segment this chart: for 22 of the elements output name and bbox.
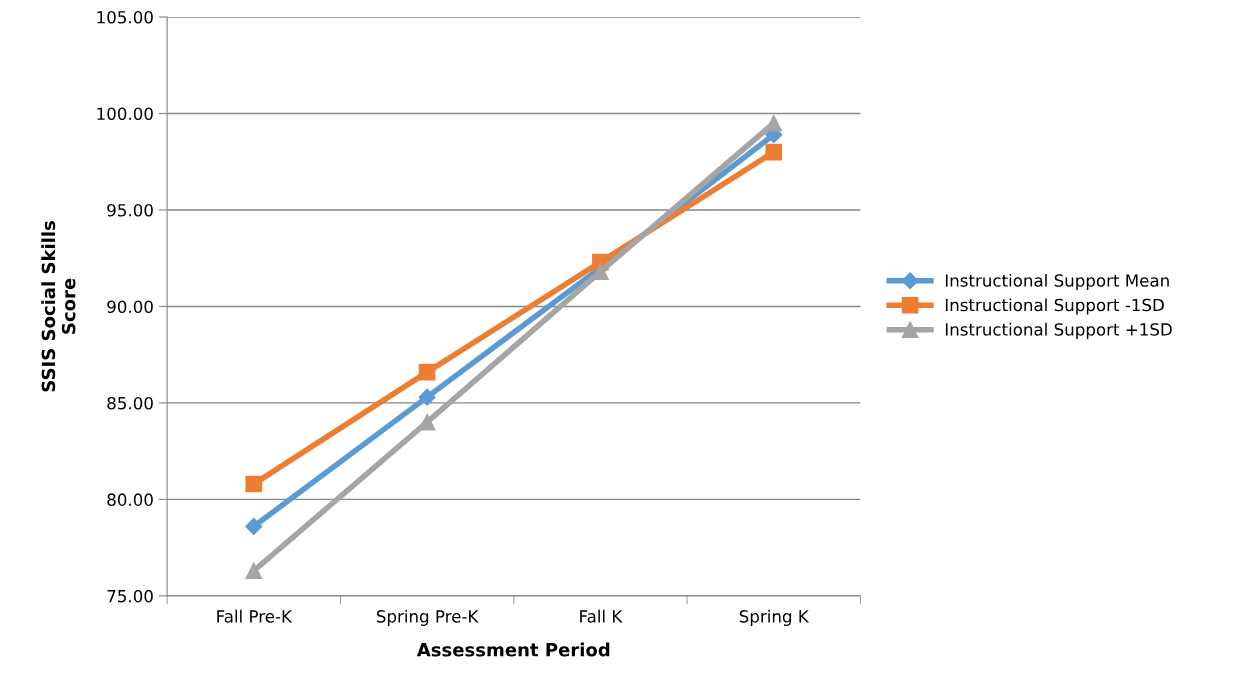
- y-tick-label: 80.00: [107, 493, 153, 506]
- point: [245, 562, 263, 580]
- point: [418, 363, 436, 381]
- legend-label: Instructional Support -1SD: [945, 298, 1164, 315]
- point: [418, 388, 436, 406]
- x-tick-label: Spring Pre-K: [376, 609, 479, 626]
- x-tick-label: Fall Pre-K: [217, 609, 293, 623]
- y-tick-label: 105.00: [97, 10, 153, 24]
- y-tick-label: 100.00: [97, 107, 153, 121]
- x-axis-title: Assessment Period: [416, 642, 610, 657]
- legend-label: Instructional Support +1SD: [945, 322, 1172, 339]
- point: [245, 475, 263, 493]
- y-tick-label: 90.00: [107, 300, 153, 314]
- x-tick-label: Fall K: [580, 609, 623, 623]
- x-tick-label: Spring K: [739, 609, 810, 626]
- y-tick-label: 85.00: [107, 396, 153, 410]
- y-tick-label: 95.00: [107, 203, 153, 217]
- y-tick-label: 75.00: [107, 589, 153, 603]
- point: [765, 143, 783, 161]
- legend-label: Instructional Support Mean: [945, 273, 1169, 291]
- y-axis-title: SSIS Social Skills Score: [41, 221, 76, 392]
- point: [245, 517, 263, 535]
